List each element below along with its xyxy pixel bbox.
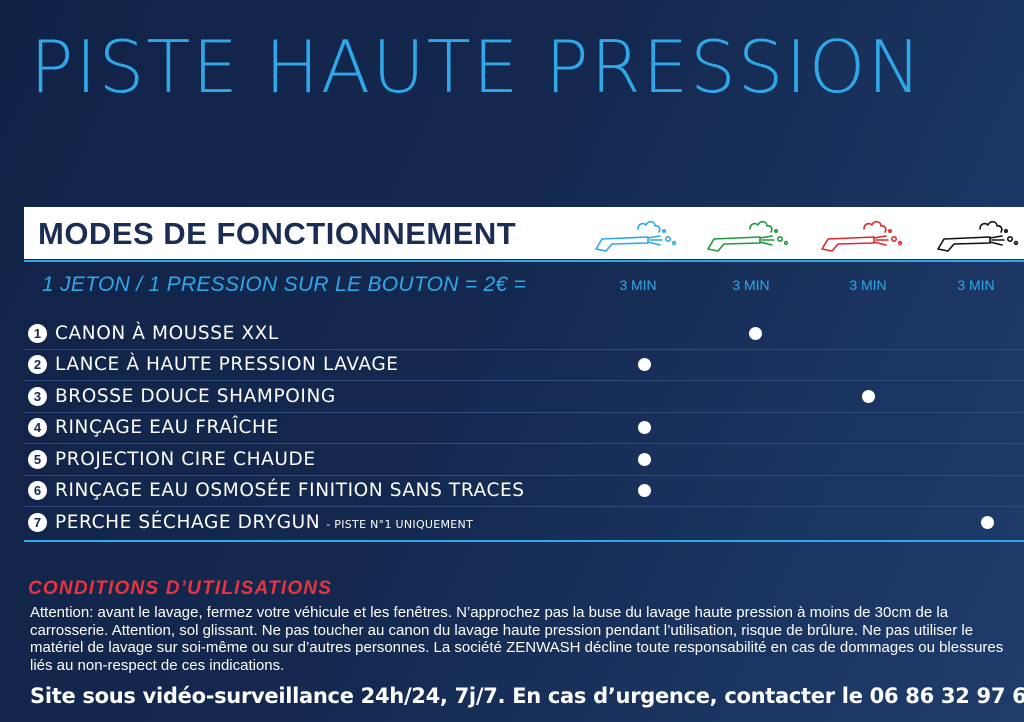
mode-indicator-dot (981, 516, 994, 529)
step-number: 6 (28, 481, 47, 500)
row-divider (24, 506, 1024, 507)
mode-label: BROSSE DOUCE SHAMPOING (55, 386, 336, 407)
duration-label: 3 MIN (849, 277, 887, 293)
mode-row: 7 PERCHE SÉCHAGE DRYGUN - PISTE N°1 UNIQU… (24, 508, 1024, 539)
mode-label: PROJECTION CIRE CHAUDE (55, 449, 316, 470)
modes-banner (24, 207, 1024, 259)
header-divider (24, 260, 1024, 262)
conditions-text: Attention: avant le lavage, fermez votre… (30, 604, 1004, 674)
conditions-heading: CONDITIONS D’UTILISATIONS (28, 578, 333, 599)
mode-indicator-dot (638, 358, 651, 371)
red-pressure-gun-icon (818, 213, 914, 257)
duration-label: 3 MIN (957, 277, 995, 293)
green-pressure-gun-icon (704, 213, 800, 257)
duration-label: 3 MIN (619, 277, 657, 293)
mode-indicator-dot (638, 484, 651, 497)
mode-indicator-dot (749, 327, 762, 340)
mode-indicator-dot (638, 453, 651, 466)
pricing-text: 1 JETON / 1 PRESSION SUR LE BOUTON = 2€ … (42, 273, 527, 296)
modes-heading: MODES DE FONCTIONNEMENT (38, 216, 517, 251)
mode-row: 5 PROJECTION CIRE CHAUDE (24, 445, 1024, 476)
mode-row: 2 LANCE À HAUTE PRESSION LAVAGE (24, 350, 1024, 381)
black-pressure-gun-icon (934, 213, 1024, 257)
row-divider (24, 380, 1024, 381)
step-number: 1 (28, 324, 47, 343)
mode-row: 4 RINÇAGE EAU FRAÎCHE (24, 413, 1024, 444)
row-divider (24, 443, 1024, 444)
blue-pressure-gun-icon (592, 213, 688, 257)
mode-label: PERCHE SÉCHAGE DRYGUN - PISTE N°1 UNIQUEM… (55, 512, 474, 533)
row-divider (24, 475, 1024, 476)
row-divider (24, 412, 1024, 413)
mode-label: RINÇAGE EAU FRAÎCHE (55, 417, 279, 438)
duration-label: 3 MIN (732, 277, 770, 293)
mode-label: CANON À MOUSSE XXL (55, 323, 279, 344)
step-number: 5 (28, 450, 47, 469)
step-number: 7 (28, 513, 47, 532)
table-bottom-divider (24, 540, 1024, 542)
mode-row: 1 CANON À MOUSSE XXL (24, 319, 1024, 350)
surveillance-notice: Site sous vidéo-surveillance 24h/24, 7j/… (30, 684, 1024, 708)
mode-indicator-dot (638, 421, 651, 434)
row-divider (24, 349, 1024, 350)
step-number: 3 (28, 387, 47, 406)
mode-row: 6 RINÇAGE EAU OSMOSÉE FINITION SANS TRAC… (24, 476, 1024, 507)
mode-indicator-dot (862, 390, 875, 403)
step-number: 4 (28, 418, 47, 437)
mode-row: 3 BROSSE DOUCE SHAMPOING (24, 382, 1024, 413)
mode-label: RINÇAGE EAU OSMOSÉE FINITION SANS TRACES (55, 480, 525, 501)
step-number: 2 (28, 355, 47, 374)
mode-label: LANCE À HAUTE PRESSION LAVAGE (55, 354, 399, 375)
page-title: PISTE HAUTE PRESSION (30, 25, 924, 109)
